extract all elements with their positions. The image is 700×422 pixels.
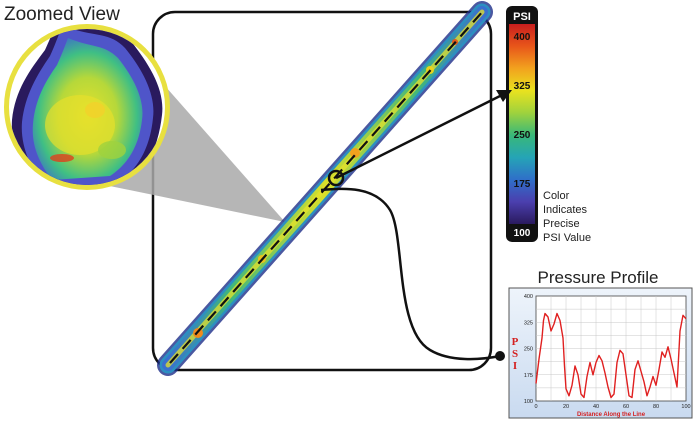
x-tick-label: 20 [563,404,569,410]
y-axis-label-letter: S [512,348,518,360]
zoomed-view-title: Zoomed View [4,4,120,25]
x-tick-label: 100 [681,404,690,410]
x-tick-label: 80 [653,404,659,410]
colorbar-tick-label: 175 [514,179,531,190]
y-tick-label: 250 [524,347,533,353]
zoomed-view-lens [4,24,170,190]
pressure-profile-line [535,312,687,399]
y-tick-label: 100 [524,399,533,405]
pressure-profile-title: Pressure Profile [538,268,659,287]
x-tick-label: 40 [593,404,599,410]
pipe-centerline [169,9,485,364]
y-axis-label-letter: I [513,360,517,372]
colorbar-pointer [335,90,512,180]
sample-point-marker [327,169,345,187]
colorbar-caption-line: PSI Value [543,232,591,244]
colorbar-tick-label: 325 [514,81,531,92]
colorbar-tick-label: 400 [514,32,531,43]
colorbar-tick-label: 250 [514,130,531,141]
colorbar-gradient [509,24,535,224]
colorbar-caption-line: Color [543,190,570,202]
colorbar-caption-line: Precise [543,218,580,230]
x-tick-label: 0 [534,404,537,410]
colorbar-tick-label: 100 [514,228,531,239]
x-tick-label: 60 [623,404,629,410]
y-tick-label: 175 [524,373,533,379]
colorbar: PSI 400 325 250 175 100 [506,6,538,242]
profile-connector-end [495,351,505,361]
colorbar-caption: Color Indicates Precise PSI Value [543,190,591,244]
profile-connector [320,187,501,361]
y-axis-label-letter: P [512,336,519,348]
colorbar-unit-label: PSI [513,11,531,23]
colorbar-caption-line: Indicates [543,204,588,216]
y-tick-label: 400 [524,294,533,300]
y-tick-label: 325 [524,320,533,326]
pressure-profile-xlabel: Distance Along the Line [577,412,646,418]
